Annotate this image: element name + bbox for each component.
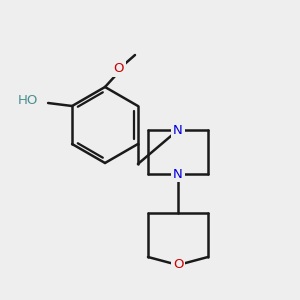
Text: N: N [173,167,183,181]
Text: O: O [114,62,124,76]
Text: N: N [173,124,183,136]
Text: HO: HO [18,94,38,107]
Text: O: O [173,259,183,272]
